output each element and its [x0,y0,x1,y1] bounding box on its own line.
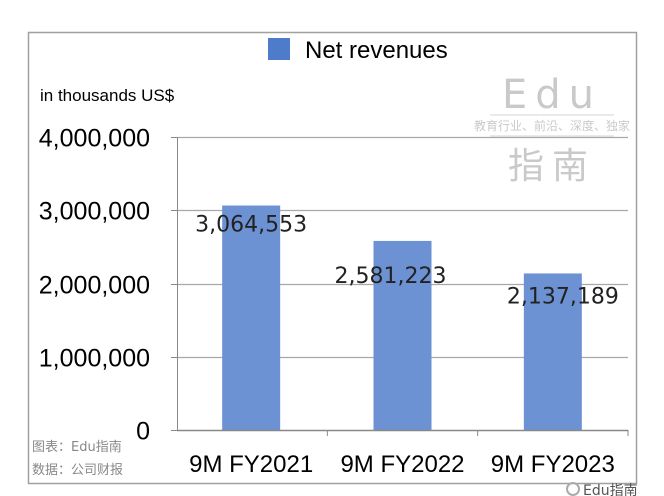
corner-logo-watermark: Edu指南 [566,482,638,496]
watermark-zhinan: 指南 [508,146,596,187]
data-label: 2,581,223 [335,264,447,289]
watermark-tagline: 教育行业、前沿、深度、独家 [474,118,630,133]
x-category-label: 9M FY2021 [189,451,313,478]
chart-credit: 图表：Edu指南 [32,439,122,455]
corner-logo-text: Edu指南 [583,483,638,496]
bars [222,205,582,430]
watermark: Edu 教育行业、前沿、深度、独家 指南 [474,72,630,187]
data-credit: 数据：公司财报 [32,463,123,478]
y-tick-label: 4,000,000 [39,125,150,153]
x-category-label: 9M FY2023 [491,451,615,478]
bar-9m-fy2023 [523,273,582,430]
legend-label: Net revenues [305,37,448,64]
y-axis-ticks: 0 1,000,000 2,000,000 3,000,000 4,000,000 [39,125,178,446]
y-tick-label: 2,000,000 [39,272,150,300]
y-tick-label: 3,000,000 [39,198,150,226]
legend-swatch [268,38,290,60]
x-axis-categories: 9M FY2021 9M FY2022 9M FY2023 [189,430,629,478]
data-labels: 3,064,553 2,581,223 2,137,189 [195,213,619,310]
y-tick-label: 1,000,000 [39,345,150,373]
bar-9m-fy2022 [373,240,432,430]
data-label: 3,064,553 [195,213,307,238]
data-label: 2,137,189 [507,284,619,309]
bar-9m-fy2021 [222,205,281,430]
y-tick-label: 0 [136,418,150,446]
watermark-edu: Edu [502,72,602,118]
x-category-label: 9M FY2022 [340,451,464,478]
unit-label: in thousands US$ [40,86,175,105]
